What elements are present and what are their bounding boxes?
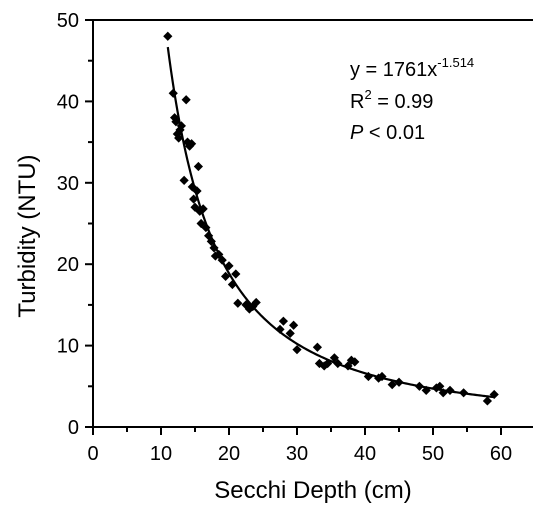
data-point [163, 31, 173, 41]
data-point [217, 255, 227, 265]
p-value: P < 0.01 [350, 122, 425, 144]
data-point [221, 271, 231, 282]
data-point [394, 377, 404, 387]
data-point [350, 357, 360, 367]
data-points [163, 31, 499, 406]
data-point [346, 355, 356, 365]
y-tick-label: 30 [57, 173, 79, 195]
data-point [206, 236, 216, 247]
r-squared-value: = 0.99 [372, 91, 434, 113]
data-point [181, 95, 191, 105]
fit-curve-group [166, 46, 495, 399]
r-squared-symbol: R [350, 91, 364, 113]
data-point [489, 389, 499, 400]
data-point [233, 298, 243, 308]
data-point [377, 371, 387, 382]
data-point [333, 358, 343, 369]
data-point [192, 186, 202, 196]
data-point [168, 88, 178, 98]
data-point [179, 175, 189, 185]
data-point [289, 320, 299, 330]
r-squared: R2 = 0.99 [350, 87, 433, 113]
y-tick-label: 0 [68, 417, 79, 439]
data-point [319, 361, 329, 371]
data-point [482, 396, 492, 406]
data-point [176, 121, 186, 131]
data-point [227, 279, 237, 290]
fit-equation-exponent: -1.514 [437, 55, 474, 70]
data-point [193, 161, 203, 172]
data-point [435, 381, 445, 391]
data-point [438, 388, 448, 398]
data-point [292, 345, 302, 355]
x-tick-label: 30 [286, 443, 308, 465]
r-squared-exponent: 2 [364, 87, 371, 102]
y-axis-title: Turbidity (NTU) [14, 154, 41, 317]
data-point [224, 261, 234, 271]
power-fit-curve [166, 46, 495, 399]
data-point [241, 300, 251, 310]
data-point [459, 388, 469, 398]
fit-equation: y = 1761x-1.514 [350, 55, 474, 81]
data-point [209, 243, 219, 253]
data-point [201, 222, 211, 233]
y-tick-label: 20 [57, 254, 79, 276]
data-point [248, 301, 258, 312]
data-point [187, 139, 197, 149]
data-point [189, 194, 199, 204]
data-point [445, 385, 455, 395]
x-tick-label: 50 [422, 443, 444, 465]
data-point [251, 297, 261, 308]
data-point [374, 373, 384, 383]
x-tick-labels: 0 10 20 30 40 50 60 [87, 443, 512, 465]
data-point [171, 117, 181, 127]
x-tick-label: 0 [87, 443, 98, 465]
axes [85, 19, 533, 435]
x-axis-title: Secchi Depth (cm) [214, 477, 411, 504]
y-tick-label: 10 [57, 336, 79, 358]
y-tick-label: 40 [57, 91, 79, 113]
data-point [431, 383, 441, 393]
data-point [421, 385, 431, 395]
fit-equation-base: y = 1761x [350, 59, 437, 81]
data-point [414, 381, 424, 391]
data-point [244, 304, 254, 314]
p-value-symbol: P [350, 122, 364, 144]
x-tick-label: 60 [490, 443, 512, 465]
data-point [198, 204, 208, 214]
data-point [275, 324, 285, 334]
data-point [174, 133, 184, 143]
data-point [278, 316, 288, 326]
y-tick-labels: 0 10 20 30 40 50 [57, 10, 79, 439]
data-point [323, 358, 333, 369]
p-value-text: < 0.01 [363, 122, 425, 144]
data-point [363, 371, 373, 382]
x-tick-label: 40 [354, 443, 376, 465]
data-point [231, 269, 241, 279]
data-point [312, 342, 322, 352]
x-tick-label: 10 [150, 443, 172, 465]
x-tick-label: 20 [218, 443, 240, 465]
data-point [285, 328, 295, 338]
y-tick-label: 50 [57, 10, 79, 32]
data-point [387, 380, 397, 390]
equation-annotation: y = 1761x-1.514 R2 = 0.99 P < 0.01 [350, 55, 474, 144]
